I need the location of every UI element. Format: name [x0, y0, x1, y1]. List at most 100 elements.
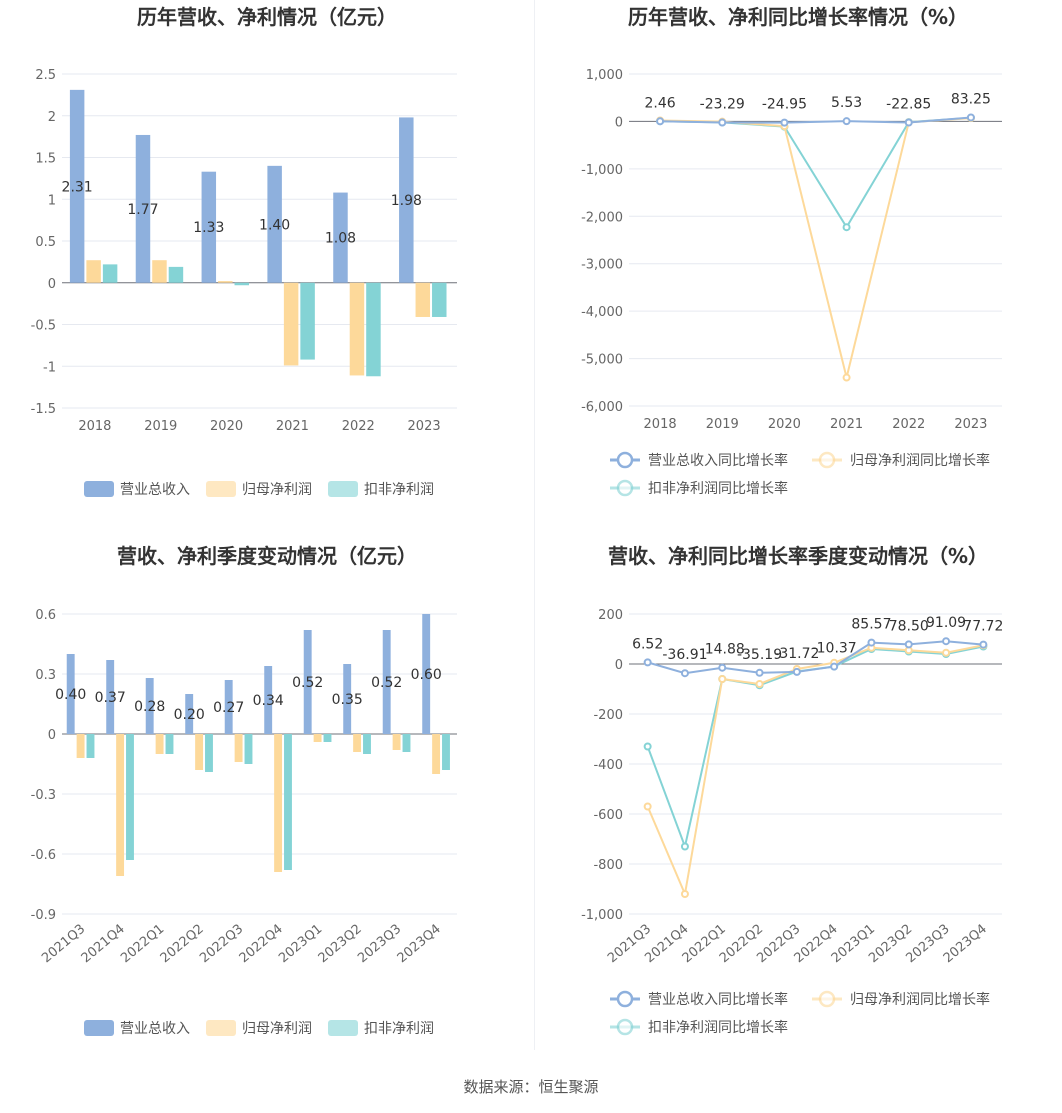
data-label: 2.31 — [62, 179, 93, 195]
legend-marker — [818, 451, 836, 469]
bar — [66, 654, 75, 734]
y-tick-label: -3,000 — [581, 258, 623, 273]
legend-marker — [616, 479, 634, 497]
y-tick-label: -600 — [593, 808, 623, 823]
bar — [274, 734, 283, 872]
legend-marker — [616, 451, 634, 469]
bar — [69, 89, 85, 283]
bar — [432, 282, 447, 317]
series-line — [660, 117, 971, 378]
point — [718, 118, 727, 127]
data-label: 0.27 — [213, 700, 244, 716]
legend-label: 归母净利润 — [242, 1020, 312, 1037]
point — [680, 890, 689, 898]
bar — [126, 734, 134, 860]
y-tick-label: -1,000 — [581, 908, 623, 923]
legend-marker — [616, 990, 634, 1008]
point — [830, 662, 839, 671]
x-tick-label: 2021Q4 — [79, 922, 128, 967]
data-label: 1.77 — [127, 202, 158, 218]
chart-svg-c1: 历年营收、净利情况（亿元） 2.5 2 1.5 1 0.5 0 -0.5 -1 -1.5 2018 2… — [31, 5, 457, 498]
legend-label: 归母净利润同比增长率 — [850, 452, 990, 469]
data-label: -31.72 — [774, 646, 819, 662]
bar — [323, 734, 332, 742]
data-label: 1.98 — [391, 193, 422, 209]
bar — [224, 680, 233, 734]
y-tick-label: -1,000 — [581, 163, 623, 178]
bar — [145, 678, 154, 734]
data-label: 0.52 — [371, 675, 402, 691]
series-line — [660, 116, 971, 230]
legend-label: 营业总收入 — [120, 482, 190, 498]
bar — [218, 281, 233, 283]
point — [942, 648, 951, 657]
chart-title: 历年营收、净利情况（亿元） — [137, 5, 397, 29]
y-tick-label: 2 — [48, 110, 56, 125]
bar — [244, 734, 253, 764]
bar — [102, 264, 118, 283]
bar — [195, 734, 204, 770]
point — [656, 117, 665, 126]
y-tick-label: -6,000 — [581, 400, 623, 415]
bar — [313, 734, 322, 742]
point — [680, 669, 689, 678]
bar — [234, 734, 243, 762]
y-tick-label: 1 — [48, 193, 56, 208]
data-label: 5.53 — [831, 95, 862, 111]
y-tick-label: -1.5 — [31, 402, 56, 417]
x-tick-label: 2023Q1 — [276, 922, 325, 967]
point — [842, 223, 851, 232]
point — [979, 640, 988, 649]
legend-label: 扣非净利润同比增长率 — [648, 1019, 788, 1036]
bar — [201, 171, 217, 283]
bar — [363, 734, 371, 754]
data-label: 0.60 — [411, 667, 442, 683]
bar — [116, 734, 125, 876]
y-tick-label: 1,000 — [586, 68, 623, 83]
data-label: 85.57 — [851, 617, 891, 633]
bar — [399, 117, 414, 283]
legend-label: 扣非净利润同比增长率 — [648, 480, 788, 497]
legend-marker — [616, 1018, 634, 1036]
bar — [402, 734, 411, 752]
y-tick-label: -1 — [43, 360, 56, 375]
x-tick-label: 2022Q1 — [118, 922, 167, 967]
x-tick-label: 2022 — [892, 417, 925, 432]
data-label: -36.91 — [662, 647, 707, 663]
y-tick-label: 0 — [48, 277, 56, 292]
legend-label: 营业总收入同比增长率 — [648, 991, 788, 1008]
legend-label: 扣非净利润 — [364, 1021, 434, 1037]
y-tick-label: -0.6 — [31, 848, 56, 863]
y-tick-label: 0 — [615, 658, 623, 673]
point — [755, 668, 764, 677]
point — [680, 842, 689, 851]
bar — [168, 266, 184, 283]
bar — [205, 734, 213, 772]
bar — [392, 734, 401, 750]
series-line — [647, 640, 984, 675]
data-label: 0.28 — [134, 699, 165, 715]
data-label: -10.37 — [812, 641, 857, 657]
y-tick-label: -200 — [593, 708, 623, 723]
chart-title: 历年营收、净利同比增长率情况（%） — [628, 5, 968, 29]
x-tick-label: 2022Q4 — [237, 922, 286, 967]
annual-growth-rate-chart: 历年营收、净利同比增长率情况（%） 1,000 0 -1,000 -2,000 -3,00… — [534, 0, 1062, 520]
annual-revenue-profit-chart: 历年营收、净利情况（亿元） 2.5 2 1.5 1 0.5 0 -0.5 -1 -1.5 2018 2… — [0, 0, 534, 520]
x-tick-label: 2022 — [342, 419, 375, 434]
y-tick-label: 0.3 — [35, 668, 56, 683]
y-tick-label: -5,000 — [581, 353, 623, 368]
panel-divider — [534, 0, 535, 1050]
legend-swatch — [84, 481, 114, 497]
y-tick-label: -0.3 — [31, 788, 56, 803]
data-label: 77.72 — [963, 619, 1003, 635]
quarterly-revenue-profit-chart: 营收、净利季度变动情况（亿元） 0.6 0.3 0 -0.3 -0.6 -0.9 2021Q3… — [0, 530, 534, 1050]
data-label: -35.19 — [737, 647, 782, 663]
x-tick-label: 2023Q3 — [355, 922, 404, 967]
chart-title: 营收、净利季度变动情况（亿元） — [117, 544, 417, 568]
point — [755, 680, 764, 688]
point — [904, 118, 913, 127]
bar — [106, 660, 115, 734]
bar — [264, 666, 273, 734]
bar — [422, 614, 431, 734]
data-label: -23.29 — [700, 97, 745, 113]
